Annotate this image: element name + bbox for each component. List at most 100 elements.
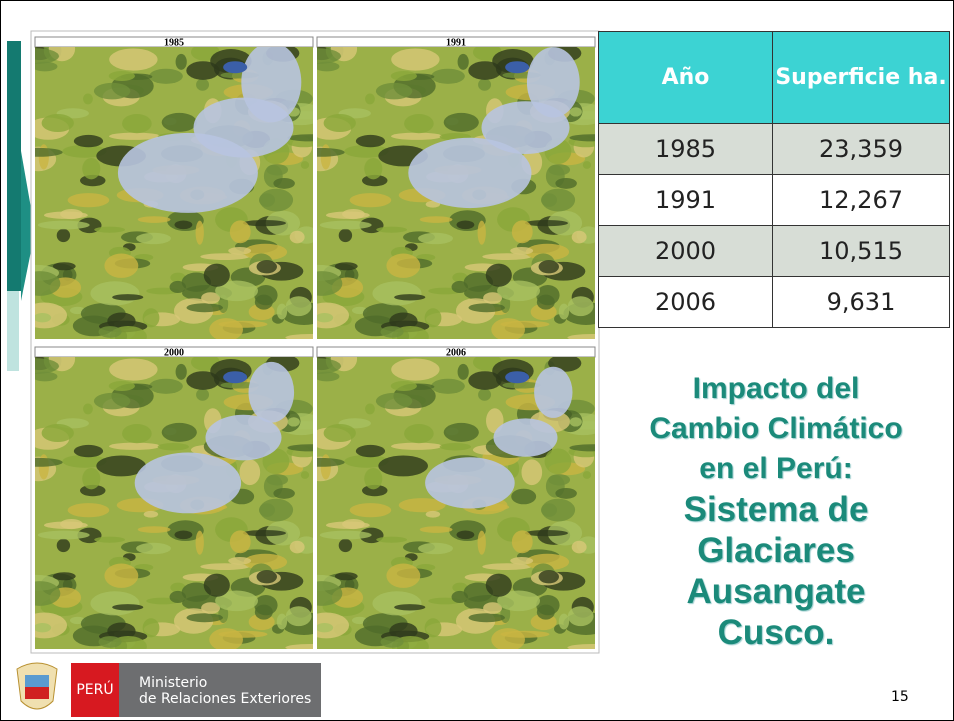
- country-box: PERÚ: [71, 663, 119, 717]
- terrain-patch: [391, 381, 417, 391]
- terrain-patch: [273, 178, 294, 189]
- terrain-patch: [335, 262, 358, 270]
- terrain-patch: [452, 281, 468, 293]
- terrain-patch: [277, 304, 287, 320]
- table-cell: 12,267: [773, 175, 950, 226]
- satellite-image: [13, 37, 336, 348]
- terrain-patch: [555, 178, 576, 189]
- title-line: Glaciares: [611, 530, 941, 571]
- terrain-patch: [568, 296, 594, 316]
- terrain-patch: [170, 591, 186, 603]
- terrain-patch: [104, 254, 138, 278]
- glacier: [241, 42, 301, 122]
- terrain-patch: [82, 468, 100, 489]
- crest: [11, 661, 63, 717]
- terrain-patch: [583, 471, 591, 479]
- side-bar: [7, 41, 21, 291]
- panel-label: 1991: [446, 38, 466, 49]
- terrain-patch: [500, 631, 549, 638]
- terrain-patch: [243, 530, 286, 536]
- terrain-patch: [364, 468, 382, 489]
- terrain-patch: [404, 114, 434, 133]
- panel-label: 1985: [164, 38, 184, 49]
- terrain-patch: [365, 94, 375, 105]
- terrain-patch: [452, 591, 468, 603]
- terrain-patch: [372, 591, 421, 615]
- area-table: Año Superficie ha. 198523,359199112,2672…: [598, 31, 950, 328]
- satellite-image: [295, 37, 618, 348]
- terrain-patch: [138, 526, 171, 533]
- terrain-patch: [186, 303, 222, 312]
- terrain-patch: [158, 443, 189, 450]
- terrain-patch: [44, 212, 88, 219]
- terrain-patch: [82, 158, 100, 179]
- terrain-patch: [391, 71, 417, 81]
- terrain-patch: [510, 247, 533, 255]
- terrain-patch: [109, 381, 135, 391]
- terrain-patch: [386, 254, 420, 278]
- terrain-patch: [257, 260, 277, 273]
- terrain-patch: [500, 321, 549, 328]
- terrain-patch: [404, 424, 434, 443]
- terrain-patch: [570, 417, 582, 426]
- terrain-patch: [356, 135, 385, 147]
- terrain-patch: [98, 636, 121, 648]
- terrain-patch: [83, 94, 93, 105]
- terrain-patch: [34, 313, 52, 322]
- terrain-patch: [376, 227, 407, 233]
- terrain-patch: [572, 541, 587, 554]
- terrain-patch: [186, 613, 222, 622]
- terrain-patch: [34, 623, 52, 632]
- terrain-patch: [149, 69, 183, 84]
- header-cell: Superficie ha.: [773, 32, 950, 124]
- terrain-patch: [541, 189, 575, 212]
- terrain-patch: [122, 114, 152, 133]
- terrain-patch: [144, 511, 158, 518]
- terrain-patch: [44, 522, 88, 529]
- terrain-patch: [255, 605, 273, 620]
- terrain-patch: [38, 531, 90, 540]
- terrain-patch: [570, 107, 582, 116]
- terrain-patch: [109, 48, 157, 70]
- terrain-patch: [94, 227, 125, 233]
- terrain-patch: [539, 260, 559, 273]
- terrain-patch: [372, 281, 421, 305]
- terrain-patch: [326, 212, 370, 219]
- terrain-patch: [53, 262, 76, 270]
- terrain-patch: [68, 503, 110, 517]
- terrain-patch: [440, 443, 471, 450]
- terrain-patch: [301, 161, 309, 169]
- terrain-patch: [486, 574, 512, 597]
- terrain-patch: [259, 499, 293, 522]
- slide: 1985199120002006 Año Superficie ha. 1985…: [0, 0, 954, 721]
- terrain-patch: [170, 281, 186, 293]
- terrain-patch: [68, 193, 110, 207]
- terrain-patch: [320, 531, 372, 540]
- terrain-patch: [539, 570, 559, 583]
- terrain-patch: [230, 530, 251, 553]
- table-cell: 10,515: [773, 226, 950, 277]
- terrain-patch: [32, 372, 57, 382]
- terrain-patch: [350, 503, 392, 517]
- terrain-patch: [122, 424, 152, 443]
- side-bar-light: [7, 291, 19, 371]
- table-cell: 23,359: [773, 124, 950, 175]
- ministry-line: Ministerio: [139, 675, 321, 691]
- terrain-patch: [53, 572, 76, 580]
- terrain-patch: [537, 605, 555, 620]
- terrain-patch: [431, 69, 465, 84]
- terrain-patch: [418, 543, 453, 554]
- table-row: 199112,267: [599, 175, 950, 226]
- terrain-patch: [456, 220, 474, 229]
- header-cell: Año: [599, 32, 773, 124]
- header-row: Año Superficie ha.: [599, 32, 950, 124]
- terrain-patch: [326, 522, 370, 529]
- lake: [505, 61, 529, 73]
- terrain-patch: [176, 364, 187, 380]
- terrain-patch: [569, 444, 613, 451]
- lake: [223, 61, 247, 73]
- terrain-patch: [339, 539, 352, 552]
- slide-title: Impacto delCambio Climáticoen el Perú:Si…: [611, 369, 941, 653]
- terrain-patch: [174, 530, 192, 539]
